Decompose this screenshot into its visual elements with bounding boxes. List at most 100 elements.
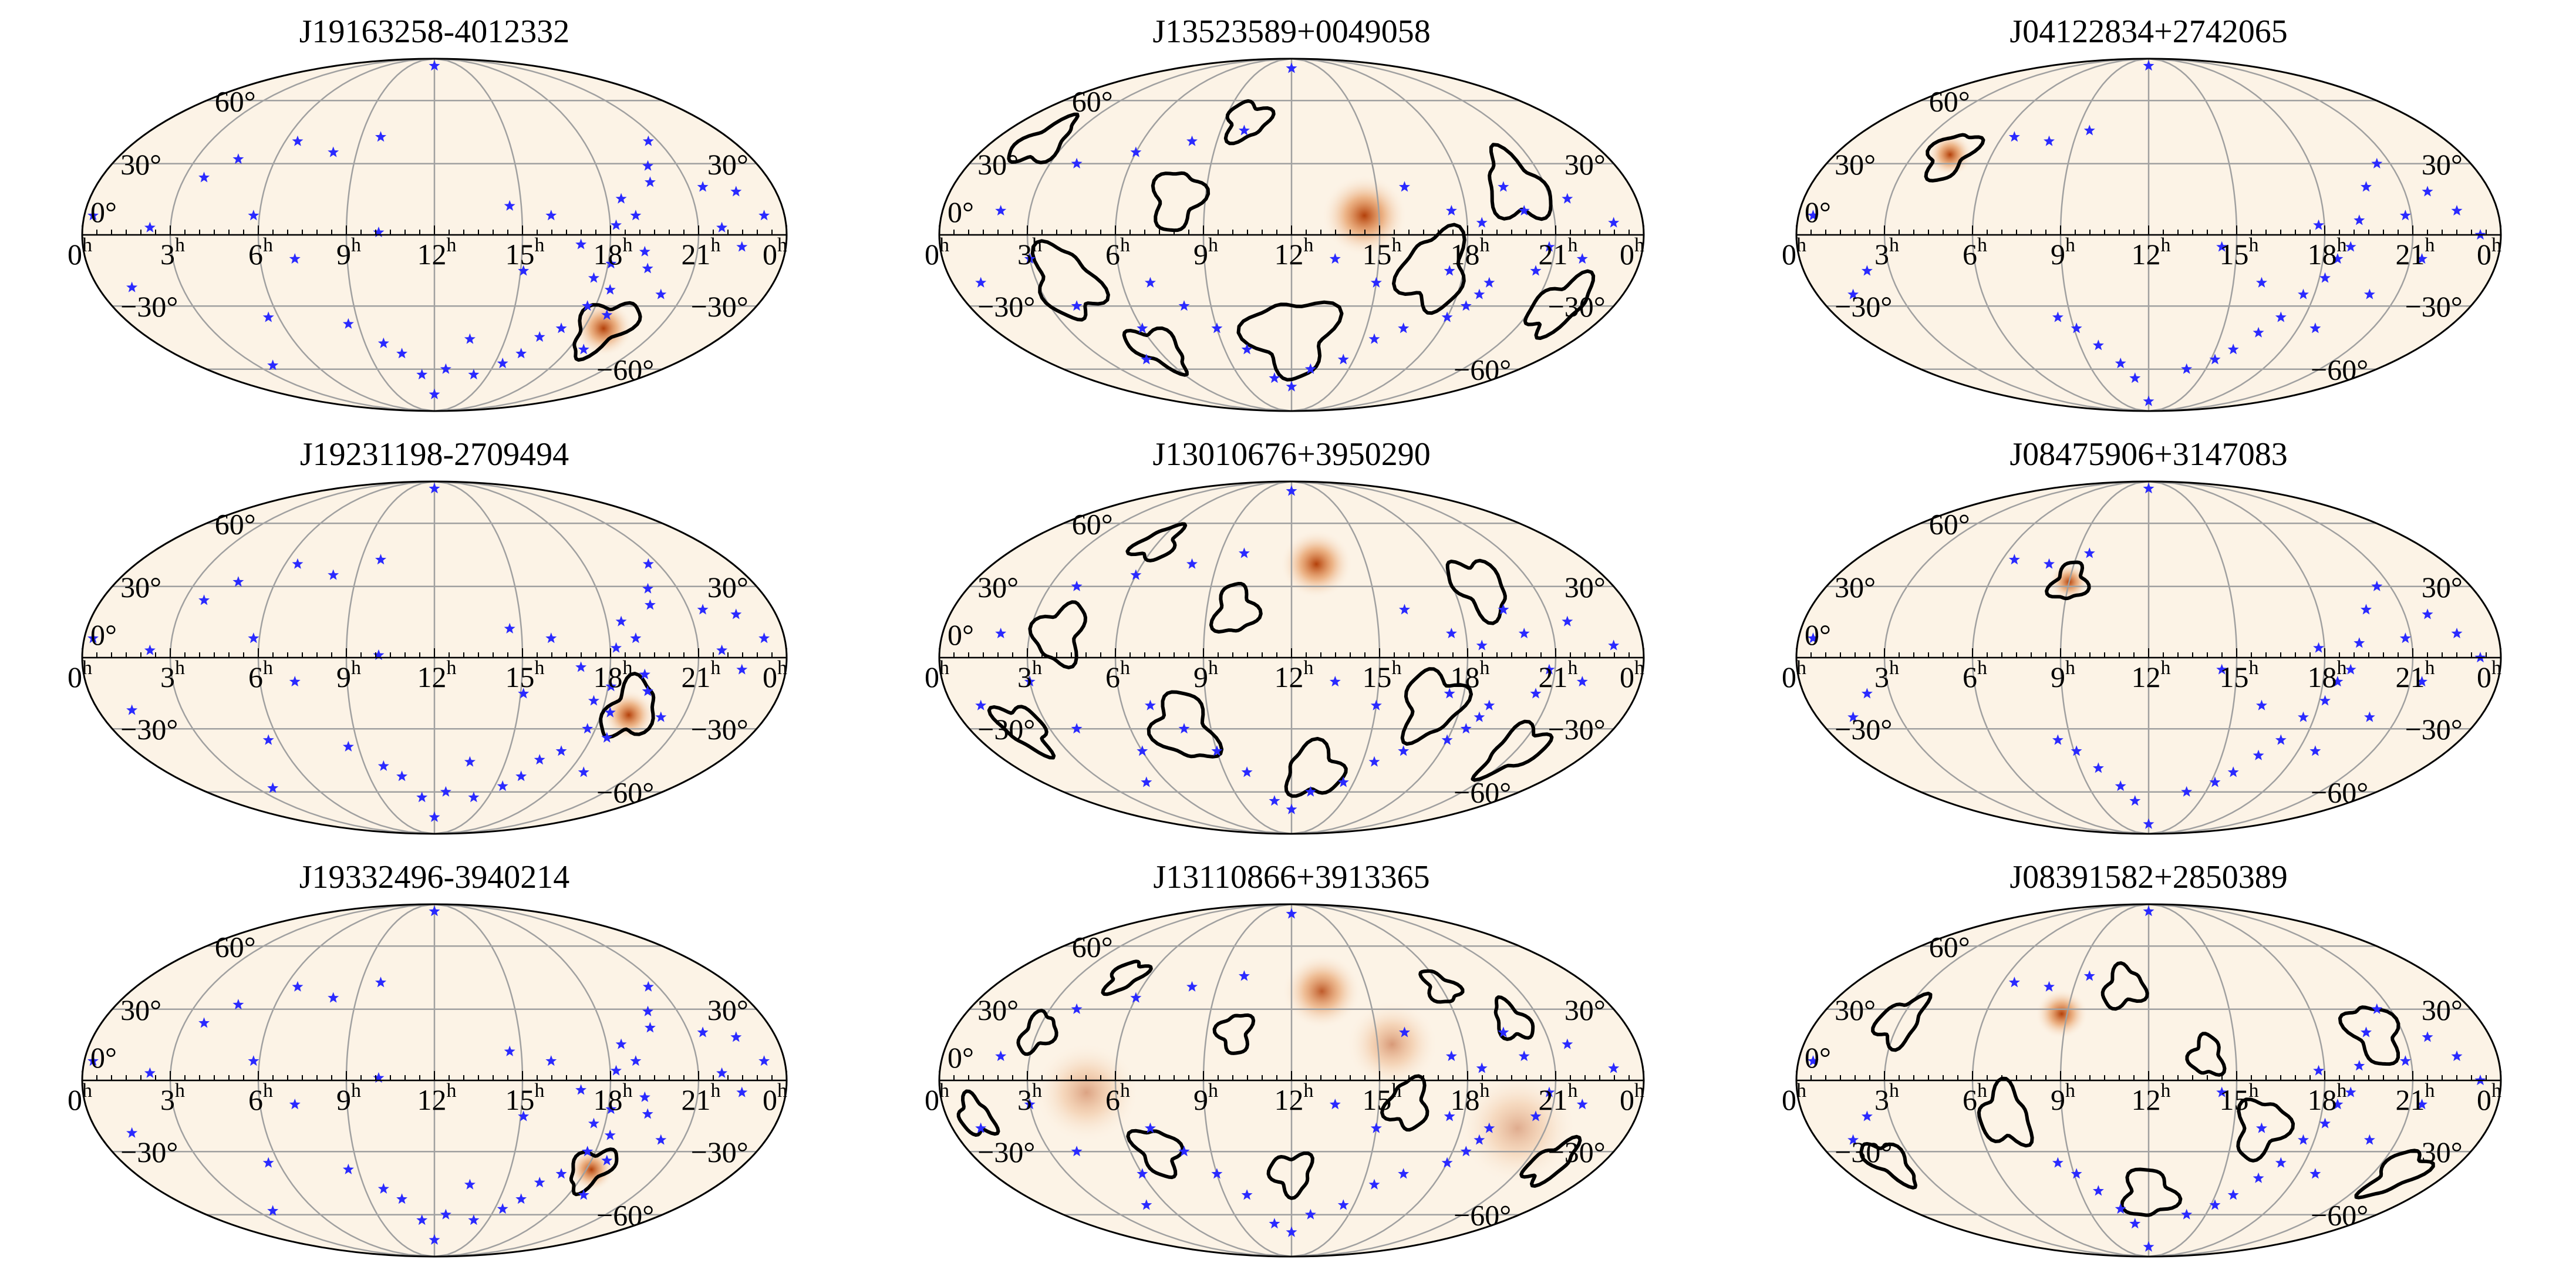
- star-marker: [1445, 1050, 1457, 1061]
- star-marker: [1269, 1218, 1280, 1229]
- star-marker: [582, 1146, 594, 1157]
- credible-region-contour: [1125, 522, 1188, 563]
- star-marker: [2354, 214, 2365, 225]
- dec-tick-label-left: 30°: [1565, 148, 1606, 181]
- ra-tick-label: 18h: [594, 1080, 633, 1116]
- dec-tick-label-left: −60°: [2311, 353, 2368, 386]
- ra-tick-label: 9h: [1193, 1080, 1218, 1116]
- star-marker: [2071, 745, 2082, 756]
- panel-title: J13010676+3950290: [1152, 436, 1430, 473]
- star-marker: [1144, 699, 1156, 710]
- sky-map-panel: 0h 21h 18h 15h 12h 9h 6h 3h 0h 30° −30° −60° 60° 30° 0…: [1738, 423, 2560, 846]
- star-marker: [2451, 205, 2463, 215]
- star-marker: [1211, 745, 1223, 756]
- credible-region-contour: [1266, 1151, 1314, 1200]
- star-marker: [2416, 676, 2428, 687]
- star-marker: [1304, 1208, 1316, 1220]
- star-marker: [2361, 1026, 2372, 1038]
- ra-tick-label: 9h: [1193, 657, 1218, 693]
- star-marker: [1562, 615, 1573, 627]
- star-marker: [2451, 1050, 2463, 1061]
- dec-tick-label-left: −60°: [1454, 353, 1511, 386]
- ra-tick-label: 9h: [2051, 234, 2075, 271]
- dec-tick-label-right: 60°: [1929, 85, 1970, 117]
- star-marker: [1337, 1199, 1349, 1210]
- star-marker: [198, 1017, 210, 1028]
- star-marker: [1483, 277, 1495, 288]
- star-marker: [1398, 1026, 1410, 1038]
- star-marker: [1368, 333, 1380, 344]
- dec-tick-label-left: −30°: [691, 1136, 748, 1168]
- credible-region-contour: [2354, 1149, 2435, 1200]
- ra-tick-label: 6h: [1963, 234, 1987, 271]
- star-marker: [267, 1205, 279, 1216]
- dec-tick-label-right: −30°: [977, 290, 1035, 323]
- ra-tick-label: 0h: [1782, 1080, 1806, 1116]
- star-marker: [1861, 265, 1873, 276]
- star-marker: [639, 668, 650, 679]
- ra-tick-label: 0h: [1620, 657, 1644, 693]
- star-marker: [2345, 664, 2356, 675]
- star-marker: [1608, 217, 1620, 228]
- star-marker: [126, 1127, 138, 1138]
- ra-tick-label: 12h: [1274, 657, 1314, 693]
- star-marker: [1024, 676, 1036, 687]
- star-marker: [736, 241, 748, 252]
- star-marker: [2371, 157, 2383, 169]
- star-marker: [1304, 786, 1316, 797]
- probability-hotspot: [1321, 174, 1408, 257]
- dec-tick-label-left: 30°: [2422, 148, 2463, 181]
- star-marker: [2354, 1060, 2365, 1071]
- credible-region-contour: [2120, 1167, 2183, 1217]
- star-marker: [655, 711, 667, 722]
- star-marker: [2422, 1031, 2433, 1042]
- ra-tick-label: 0h: [1620, 234, 1644, 271]
- panel-title: J13523589+0049058: [1152, 14, 1430, 50]
- star-marker: [396, 348, 408, 359]
- star-marker: [2253, 1172, 2264, 1183]
- star-marker: [1286, 380, 1297, 392]
- star-marker: [262, 1157, 274, 1168]
- star-marker: [2115, 358, 2126, 369]
- star-marker: [1476, 217, 1488, 228]
- star-marker: [289, 253, 301, 264]
- ra-tick-label: 18h: [1451, 234, 1490, 271]
- star-marker: [1460, 723, 1472, 734]
- ra-tick-label: 0h: [763, 657, 787, 693]
- credible-region-contour: [569, 1147, 619, 1197]
- star-marker: [87, 1055, 99, 1066]
- star-marker: [1137, 322, 1148, 334]
- star-marker: [2008, 976, 2020, 988]
- star-marker: [2052, 734, 2064, 745]
- star-marker: [1576, 253, 1588, 264]
- credible-region-contour: [1392, 223, 1466, 315]
- credible-region-contour: [1493, 995, 1535, 1041]
- star-marker: [534, 331, 545, 342]
- star-marker: [2309, 322, 2321, 334]
- ra-tick-label: 12h: [2132, 234, 2171, 271]
- dec-tick-label-left: −60°: [2311, 776, 2368, 809]
- dec-tick-label-right: 0°: [948, 1041, 974, 1074]
- dec-tick-label-left: 30°: [1565, 571, 1606, 604]
- star-marker: [1211, 1168, 1223, 1179]
- star-marker: [328, 992, 339, 1003]
- star-marker: [1444, 1110, 1455, 1122]
- star-marker: [1474, 1134, 1485, 1145]
- star-marker: [1071, 157, 1083, 169]
- sky-map-panel: 0h 21h 18h 15h 12h 9h 6h 3h 0h 30° −30° −60° 60° 30° 0…: [23, 846, 845, 1268]
- star-marker: [396, 1193, 408, 1204]
- star-marker: [604, 1129, 616, 1140]
- star-marker: [2253, 326, 2264, 338]
- star-marker: [1543, 1086, 1555, 1097]
- dec-tick-label-left: 30°: [707, 571, 748, 604]
- star-marker: [2319, 1117, 2331, 1129]
- star-marker: [2092, 762, 2104, 773]
- star-marker: [1186, 558, 1198, 569]
- star-marker: [1141, 353, 1152, 365]
- star-marker: [1445, 205, 1457, 215]
- star-marker: [429, 1234, 440, 1245]
- star-marker: [375, 554, 387, 565]
- star-marker: [377, 1183, 389, 1194]
- star-marker: [1474, 711, 1485, 722]
